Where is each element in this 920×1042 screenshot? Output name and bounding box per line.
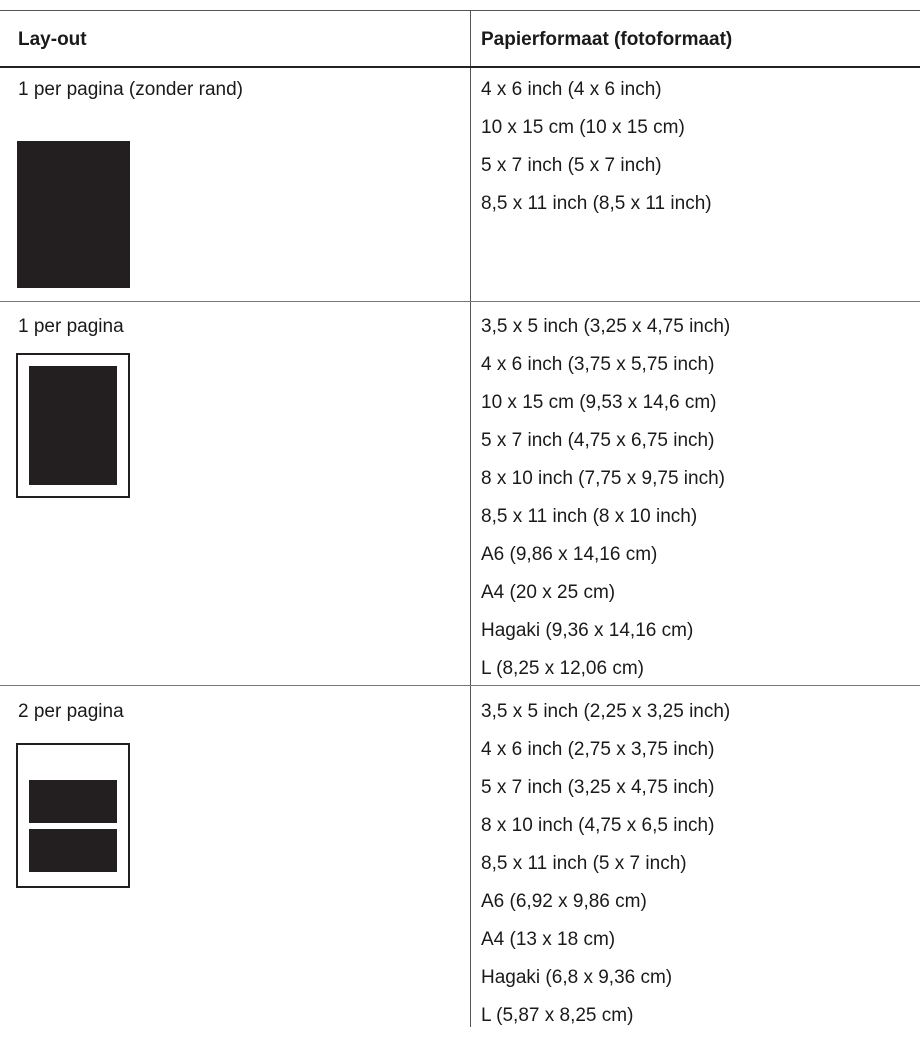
list-item: 10 x 15 cm (10 x 15 cm) (481, 117, 685, 138)
photo-block-top (29, 780, 117, 823)
list-item: A6 (9,86 x 14,16 cm) (481, 544, 658, 565)
list-item: 4 x 6 inch (3,75 x 5,75 inch) (481, 354, 715, 375)
list-item: A4 (20 x 25 cm) (481, 582, 616, 603)
bordered-one-photo-icon (16, 353, 130, 498)
list-item: 8,5 x 11 inch (8,5 x 11 inch) (481, 193, 712, 214)
column-divider (470, 10, 471, 1027)
list-item: 8 x 10 inch (7,75 x 9,75 inch) (481, 468, 725, 489)
list-item: 10 x 15 cm (9,53 x 14,6 cm) (481, 392, 717, 413)
list-item: Hagaki (9,36 x 14,16 cm) (481, 620, 694, 641)
header-layout: Lay-out (18, 29, 87, 50)
list-item: 3,5 x 5 inch (2,25 x 3,25 inch) (481, 701, 731, 722)
list-item: A4 (13 x 18 cm) (481, 929, 616, 950)
row-2-size-list: 3,5 x 5 inch (3,25 x 4,75 inch) 4 x 6 in… (481, 315, 730, 695)
list-item: 8,5 x 11 inch (8 x 10 inch) (481, 506, 698, 527)
list-item: A6 (6,92 x 9,86 cm) (481, 891, 647, 912)
photo-block (29, 366, 117, 485)
table-top-rule (0, 10, 920, 11)
header-rule (0, 66, 920, 68)
row-3-size-list: 3,5 x 5 inch (2,25 x 3,25 inch) 4 x 6 in… (481, 700, 730, 1042)
list-item: 4 x 6 inch (4 x 6 inch) (481, 79, 662, 100)
photo-block-bottom (29, 829, 117, 872)
row-1-layout-label: 1 per pagina (zonder rand) (18, 79, 243, 100)
borderless-one-photo-icon (17, 141, 130, 288)
list-item: 8,5 x 11 inch (5 x 7 inch) (481, 853, 687, 874)
row-divider (0, 301, 920, 302)
row-divider (0, 685, 920, 686)
list-item: Hagaki (6,8 x 9,36 cm) (481, 967, 673, 988)
row-1-size-list: 4 x 6 inch (4 x 6 inch) 10 x 15 cm (10 x… (481, 78, 712, 230)
list-item: 5 x 7 inch (5 x 7 inch) (481, 155, 662, 176)
list-item: 5 x 7 inch (4,75 x 6,75 inch) (481, 430, 715, 451)
list-item: 8 x 10 inch (4,75 x 6,5 inch) (481, 815, 715, 836)
list-item: 3,5 x 5 inch (3,25 x 4,75 inch) (481, 316, 731, 337)
two-photos-icon (16, 743, 130, 888)
list-item: 4 x 6 inch (2,75 x 3,75 inch) (481, 739, 715, 760)
list-item: 5 x 7 inch (3,25 x 4,75 inch) (481, 777, 715, 798)
list-item: L (5,87 x 8,25 cm) (481, 1005, 634, 1026)
row-3-layout-label: 2 per pagina (18, 701, 124, 722)
row-2-layout-label: 1 per pagina (18, 316, 124, 337)
header-paper-size: Papierformaat (fotoformaat) (481, 29, 733, 50)
list-item: L (8,25 x 12,06 cm) (481, 658, 644, 679)
